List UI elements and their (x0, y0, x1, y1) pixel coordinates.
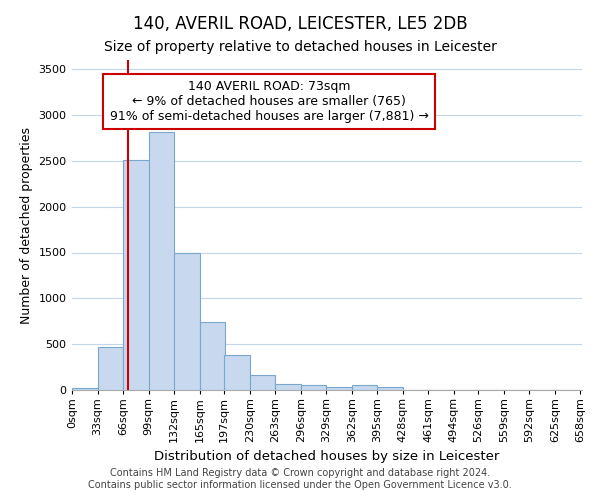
Bar (352, 385, 377, 390)
Bar (199, 322, 225, 390)
Text: 140 AVERIL ROAD: 73sqm
← 9% of detached houses are smaller (765)
91% of semi-det: 140 AVERIL ROAD: 73sqm ← 9% of detached … (110, 80, 428, 123)
Text: Size of property relative to detached houses in Leicester: Size of property relative to detached ho… (104, 40, 496, 54)
Bar (174, 252, 199, 390)
Text: 140, AVERIL ROAD, LEICESTER, LE5 2DB: 140, AVERIL ROAD, LEICESTER, LE5 2DB (133, 15, 467, 33)
Bar (224, 355, 250, 390)
Bar (72, 388, 97, 390)
X-axis label: Distribution of detached houses by size in Leicester: Distribution of detached houses by size … (154, 450, 500, 464)
Bar (250, 376, 275, 390)
Bar (123, 160, 149, 390)
Bar (149, 132, 174, 390)
Bar (377, 387, 403, 390)
Bar (301, 385, 326, 390)
Text: Contains HM Land Registry data © Crown copyright and database right 2024.
Contai: Contains HM Land Registry data © Crown c… (88, 468, 512, 490)
Y-axis label: Number of detached properties: Number of detached properties (20, 126, 33, 324)
Bar (275, 384, 301, 390)
Bar (97, 347, 123, 390)
Bar (326, 387, 352, 390)
